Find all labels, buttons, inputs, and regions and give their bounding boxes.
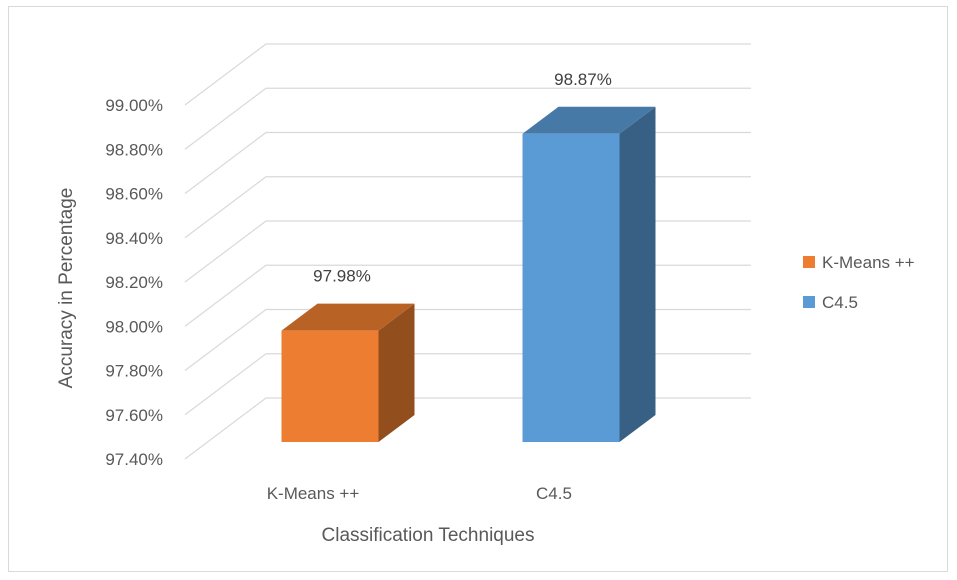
gridline [184, 353, 751, 416]
y-tick-label: 97.40% [105, 450, 163, 469]
bar-front [522, 133, 620, 442]
legend-swatch [803, 256, 815, 268]
bar-top [281, 303, 415, 331]
y-tick-label: 98.20% [105, 273, 163, 292]
y-tick-label: 98.60% [105, 185, 163, 204]
bar-side [619, 106, 656, 442]
y-tick-label: 98.00% [105, 317, 163, 336]
gridline [184, 176, 751, 239]
gridline [184, 308, 751, 371]
data-label: 98.87% [554, 70, 612, 89]
y-axis-title: Accuracy in Percentage [56, 188, 77, 389]
bar-side [378, 303, 415, 442]
bar-top [522, 106, 656, 134]
legend-label: K-Means ++ [822, 253, 915, 272]
gridline [184, 220, 751, 283]
gridline [184, 131, 751, 194]
bar-front [281, 330, 379, 442]
y-tick-label: 99.00% [105, 96, 163, 115]
legend: K-Means ++ C4.5 [803, 253, 915, 312]
legend-label: C4.5 [822, 293, 858, 312]
y-tick-label: 98.40% [105, 229, 163, 248]
gridline [184, 87, 751, 150]
bar-c45 [522, 106, 656, 442]
gridline [184, 264, 751, 327]
data-label: 97.98% [313, 267, 371, 286]
gridline [184, 397, 751, 460]
x-axis-title: Classification Techniques [322, 525, 535, 546]
chart-area [8, 6, 948, 572]
x-tick-label: K-Means ++ [267, 484, 360, 503]
y-tick-label: 97.60% [105, 406, 163, 425]
legend-swatch [803, 296, 815, 308]
x-tick-label: C4.5 [536, 484, 572, 503]
y-tick-label: 98.80% [105, 140, 163, 159]
gridline [184, 43, 751, 106]
y-tick-label: 97.80% [105, 362, 163, 381]
bar-kmeans [281, 303, 415, 442]
